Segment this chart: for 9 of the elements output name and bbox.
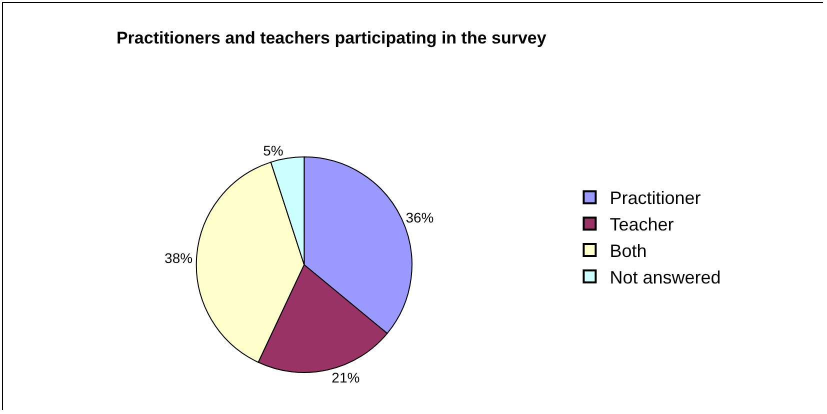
data-label: 36% xyxy=(406,209,434,226)
legend-label: Teacher xyxy=(610,214,674,235)
legend-label: Practitioner xyxy=(610,188,701,208)
legend-label: Not answered xyxy=(610,267,721,288)
data-label: 38% xyxy=(164,250,193,266)
data-label: 5% xyxy=(263,142,284,158)
data-label: 21% xyxy=(332,370,360,386)
chart-title: Practitioners and teachers participating in the survey xyxy=(116,28,547,48)
legend-label: Both xyxy=(610,241,647,262)
